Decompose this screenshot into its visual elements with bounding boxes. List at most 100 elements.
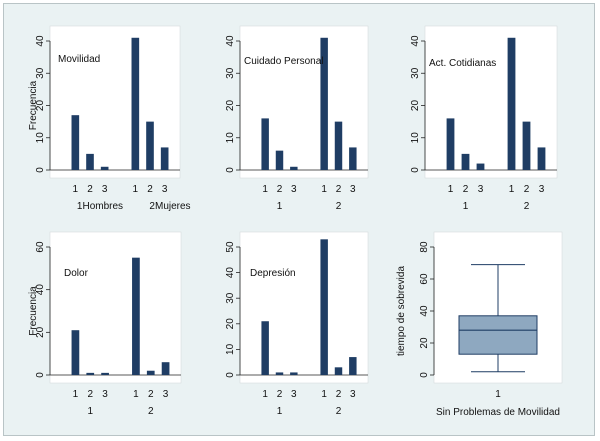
y-tick-label: 10 xyxy=(410,132,421,144)
y-tick-label: 20 xyxy=(35,100,46,112)
bar xyxy=(290,166,298,170)
y-tick-label: 0 xyxy=(35,372,46,378)
bar xyxy=(461,153,470,170)
y-tick-label: 30 xyxy=(225,292,236,304)
x-tick-label: 2 xyxy=(524,184,530,195)
x-tick-label: 2 xyxy=(463,184,469,195)
bar xyxy=(334,367,343,375)
group-label: 1 xyxy=(277,406,283,417)
bar xyxy=(522,121,531,170)
panel-6: 0 20 40 60 80 tiempo de sobrevida 1 Sin Problem… xyxy=(396,231,563,418)
panel-title: Act. Cotidianas xyxy=(429,58,496,69)
x-tick-label: 1 xyxy=(262,389,268,400)
bar xyxy=(275,150,284,170)
x-tick-label: 2 xyxy=(336,389,342,400)
bar xyxy=(160,147,169,170)
x-tick-label: 2 xyxy=(336,184,342,195)
y-tick-label: 30 xyxy=(225,67,236,79)
bar xyxy=(86,153,94,170)
bar xyxy=(261,118,269,170)
y-tick-label: 40 xyxy=(225,35,236,47)
bar xyxy=(161,362,170,375)
x-tick-label: 3 xyxy=(102,184,108,195)
group-label: 1Hombres xyxy=(77,201,123,212)
x-tick-label: 3 xyxy=(102,389,108,400)
x-tick-label: 3 xyxy=(478,184,484,195)
plot-area xyxy=(49,231,182,384)
y-tick-label: 20 xyxy=(35,326,46,338)
bar xyxy=(537,147,546,170)
bar xyxy=(320,239,328,375)
x-tick-label: 1 xyxy=(73,389,79,400)
x-tick-label: 3 xyxy=(291,184,297,195)
plot-area xyxy=(239,231,369,384)
y-axis-label: Frecuencia xyxy=(28,80,39,130)
bar xyxy=(349,357,357,375)
bar xyxy=(101,372,109,375)
group-label: 2 xyxy=(524,201,530,212)
bar xyxy=(131,37,140,171)
group-label: 2Mujeres xyxy=(149,201,190,212)
x-tick-label: 1 xyxy=(509,184,515,195)
group-label: 2 xyxy=(148,406,154,417)
group-label: 2 xyxy=(336,406,342,417)
y-tick-label: 60 xyxy=(35,241,46,253)
figure: 0 10 20 30 40 Frecuencia 1 2 3 1 2 3 1Hombres 2Mujere… xyxy=(3,3,595,436)
y-tick-label: 20 xyxy=(410,100,421,112)
y-tick-label: 0 xyxy=(410,167,421,173)
y-tick-label: 60 xyxy=(419,273,430,285)
x-tick-label: 2 xyxy=(148,389,154,400)
bar xyxy=(290,372,298,375)
x-tick-label: 1 xyxy=(321,389,327,400)
plot-area xyxy=(424,25,558,179)
y-axis-label: tiempo de sobrevida xyxy=(396,266,407,356)
y-tick-label: 40 xyxy=(35,35,46,47)
x-tick-label: 1 xyxy=(133,389,139,400)
x-tick-label: 3 xyxy=(350,184,356,195)
x-tick-label: 1 xyxy=(321,184,327,195)
bar xyxy=(71,330,80,375)
x-tick-label: 1 xyxy=(262,184,268,195)
y-tick-label: 0 xyxy=(225,372,236,378)
y-tick-label: 10 xyxy=(225,132,236,144)
bar xyxy=(261,321,269,375)
y-tick-label: 10 xyxy=(225,343,236,355)
y-tick-label: 0 xyxy=(419,372,430,378)
bar xyxy=(146,121,154,170)
y-tick-label: 30 xyxy=(410,67,421,79)
x-tick-label: 2 xyxy=(277,389,283,400)
y-tick-label: 40 xyxy=(419,305,430,317)
y-tick-label: 30 xyxy=(35,67,46,79)
x-tick-label: 3 xyxy=(291,389,297,400)
x-axis-label: Sin Problemas de Movilidad xyxy=(436,407,560,418)
bar xyxy=(132,257,140,375)
x-tick-label: 2 xyxy=(277,184,283,195)
y-axis-label: Frecuencia xyxy=(28,286,39,336)
y-tick-label: 40 xyxy=(225,267,236,279)
bar xyxy=(320,37,328,171)
bar xyxy=(146,370,155,375)
y-tick-label: 20 xyxy=(419,337,430,349)
x-tick-label: 3 xyxy=(539,184,545,195)
x-tick-label: 3 xyxy=(350,389,356,400)
x-tick-label: 2 xyxy=(147,184,153,195)
y-tick-label: 20 xyxy=(225,100,236,112)
y-tick-label: 0 xyxy=(35,167,46,173)
bar xyxy=(349,147,357,170)
panel-title: Movilidad xyxy=(58,54,100,65)
bar xyxy=(275,372,284,375)
plot-area xyxy=(49,25,181,179)
bar xyxy=(476,163,485,170)
bar xyxy=(507,37,516,171)
bar xyxy=(446,118,455,170)
group-label: 1 xyxy=(463,201,469,212)
x-tick-label: 1 xyxy=(133,184,139,195)
group-label: 1 xyxy=(277,201,283,212)
x-tick-label: 1 xyxy=(73,184,79,195)
x-tick-label: 1 xyxy=(448,184,454,195)
y-tick-label: 0 xyxy=(225,167,236,173)
